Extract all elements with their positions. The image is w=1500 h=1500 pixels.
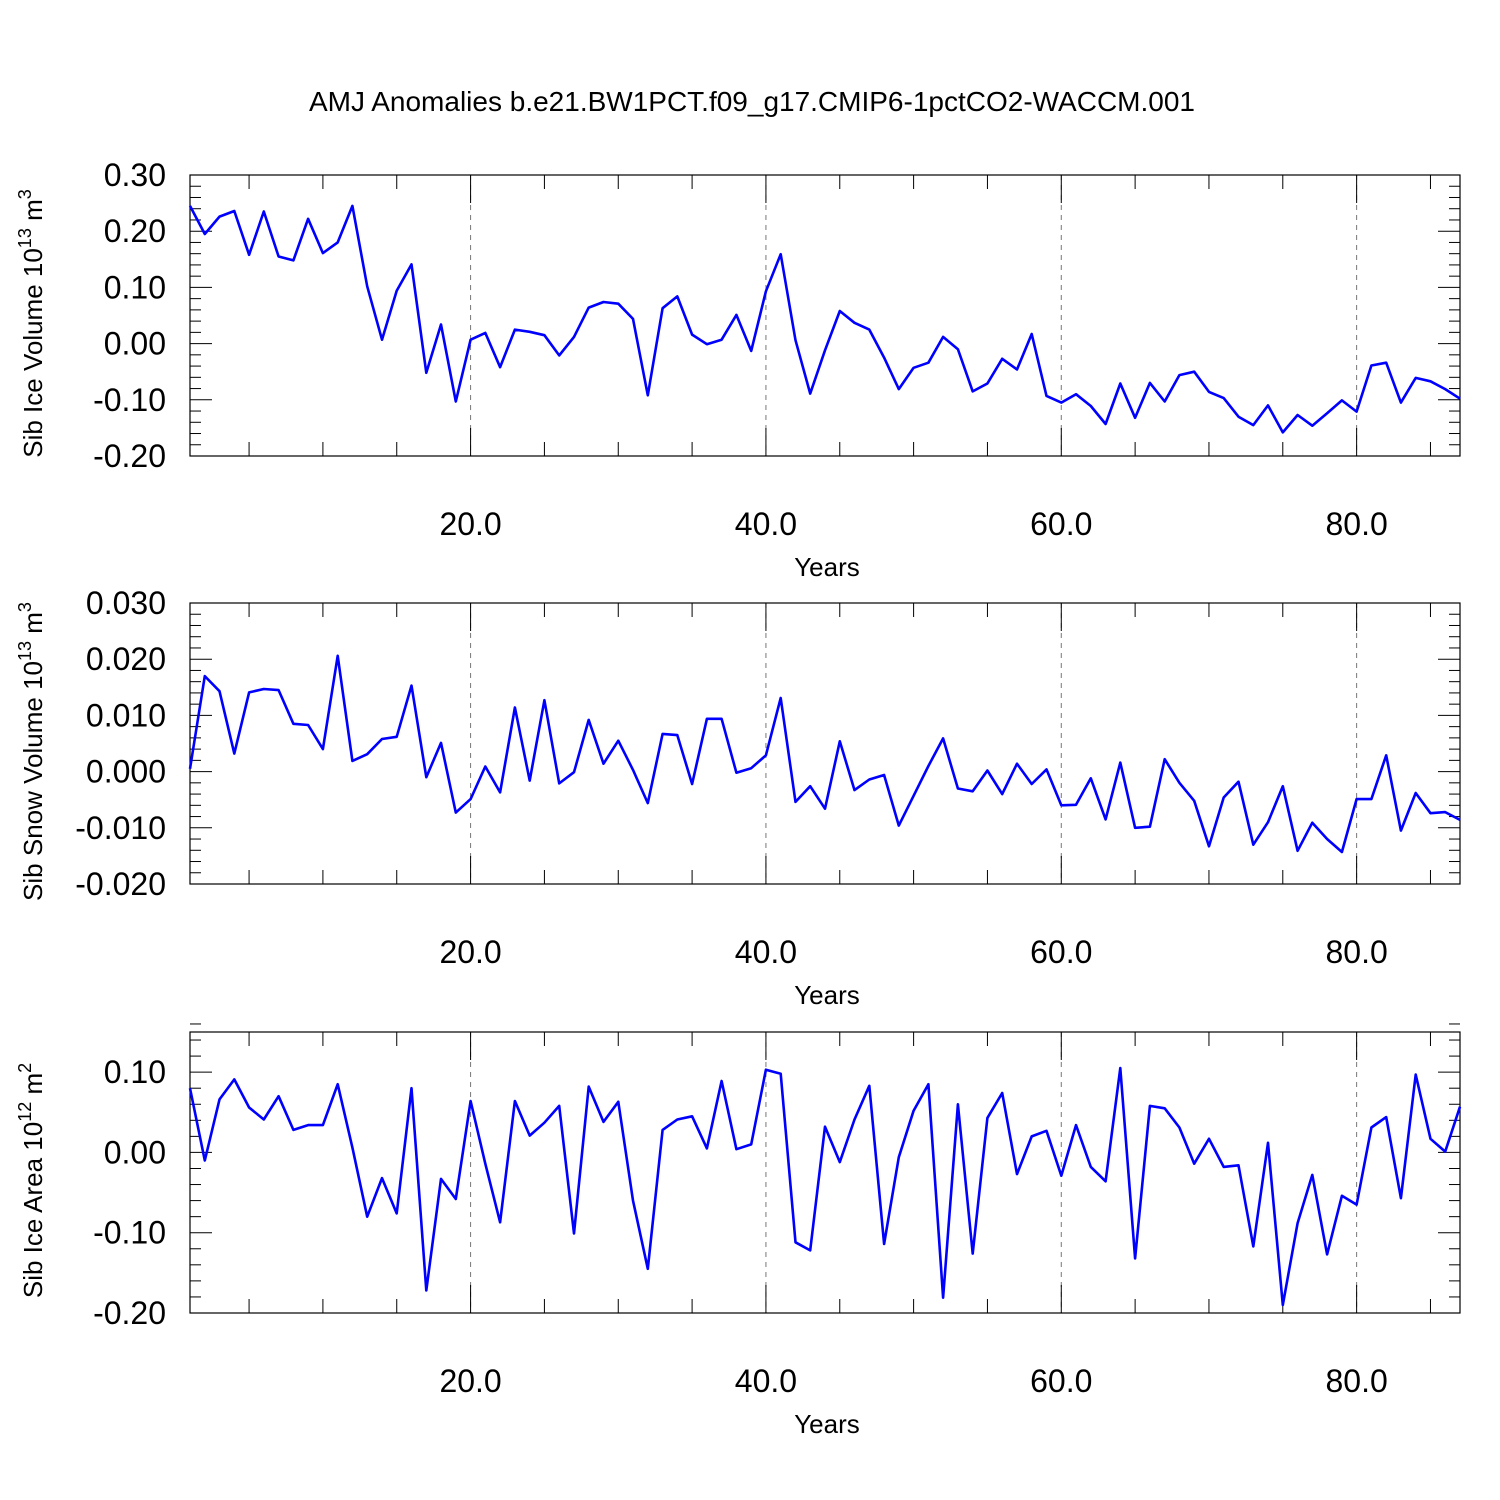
x-tick-label: 60.0 (1030, 506, 1092, 542)
x-tick-label: 40.0 (735, 506, 797, 542)
panel-3: 0.10 0.00 -0.10 -0.20 20.0 40.0 60.0 80.0 Years S… (15, 1023, 1462, 1439)
x-tick-label: 80.0 (1325, 506, 1387, 542)
series-line-1 (188, 204, 1461, 434)
y-tick-label: 0.00 (104, 326, 166, 362)
y-tick-label: -0.010 (75, 810, 166, 846)
y-axis-label-superscript: 13 (15, 228, 35, 248)
x-tick-label: 80.0 (1325, 1363, 1387, 1399)
panel-2: 0.030 0.020 0.010 0.000 -0.010 -0.020 20.0 40.0… (15, 585, 1461, 1010)
y-tick-label: 0.010 (86, 697, 166, 733)
x-tick-label: 40.0 (735, 1363, 797, 1399)
y-tick-label: -0.020 (75, 866, 166, 902)
y-axis-label-text: Sib Ice Volume 10 (18, 248, 48, 458)
y-axis-label-text: Sib Ice Area 10 (18, 1122, 48, 1298)
y-tick-label: -0.20 (93, 1295, 166, 1331)
y-axis-label-text: m (18, 612, 48, 641)
x-tick-label: 60.0 (1030, 1363, 1092, 1399)
y-tick-label: 0.000 (86, 754, 166, 790)
x-tick-label: 60.0 (1030, 934, 1092, 970)
x-tick-label: 40.0 (735, 934, 797, 970)
x-axis-label: Years (794, 1409, 860, 1439)
y-axis-label: Sib Ice Volume 1013 m3 (15, 189, 48, 458)
y-axis-label-superscript: 3 (15, 602, 35, 612)
figure-title: AMJ Anomalies b.e21.BW1PCT.f09_g17.CMIP6… (309, 86, 1195, 117)
y-tick-label: -0.10 (93, 382, 166, 418)
plot-frame (189, 174, 1461, 457)
series-line-1 (188, 1066, 1462, 1307)
y-tick-label: 0.30 (104, 157, 166, 193)
y-tick-label: 0.030 (86, 585, 166, 621)
y-axis-label-text: m (18, 1073, 48, 1102)
y-tick-label: 0.10 (104, 269, 166, 305)
y-axis-label-superscript: 2 (15, 1063, 35, 1073)
y-axis-label: Sib Ice Area 1012 m2 (15, 1063, 48, 1298)
x-axis-label: Years (794, 552, 860, 582)
plot-frame (189, 602, 1461, 885)
panel-1: 0.30 0.20 0.10 0.00 -0.10 -0.20 20.0 40.0 60.0 80… (15, 157, 1461, 582)
y-axis-label-text: m (18, 199, 48, 228)
x-tick-label: 20.0 (439, 1363, 501, 1399)
y-axis-label-superscript: 3 (15, 189, 35, 199)
y-tick-label: -0.20 (93, 438, 166, 474)
y-tick-label: 0.00 (104, 1134, 166, 1170)
y-tick-label: -0.10 (93, 1215, 166, 1251)
y-axis-label-superscript: 12 (15, 1102, 35, 1122)
y-axis-label: Sib Snow Volume 1013 m3 (15, 602, 48, 901)
x-axis-label: Years (794, 980, 860, 1010)
series-line-1 (188, 654, 1461, 854)
y-tick-label: 0.20 (104, 213, 166, 249)
x-tick-label: 80.0 (1325, 934, 1387, 970)
plot-frame (189, 1031, 1461, 1314)
y-tick-label: 0.10 (104, 1054, 166, 1090)
x-tick-label: 20.0 (439, 934, 501, 970)
x-tick-label: 20.0 (439, 506, 501, 542)
y-tick-label: 0.020 (86, 641, 166, 677)
y-axis-label-text: Sib Snow Volume 10 (18, 661, 48, 901)
y-axis-label-superscript: 13 (15, 641, 35, 661)
